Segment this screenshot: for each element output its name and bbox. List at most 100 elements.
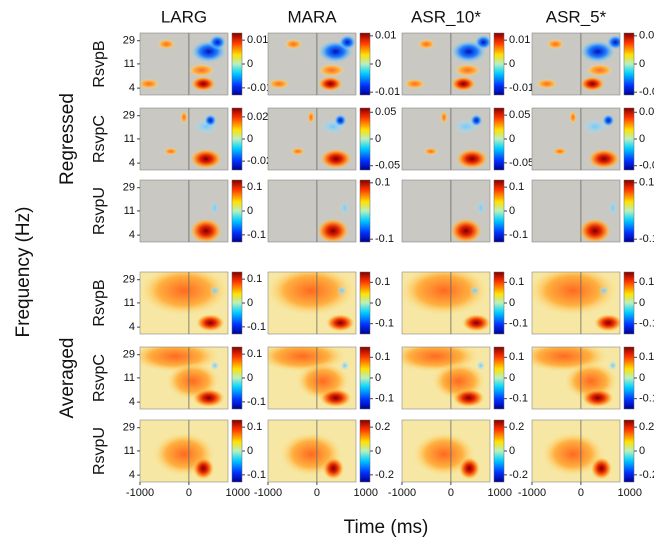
heatmap-blob bbox=[579, 218, 611, 242]
heatmap bbox=[450, 200, 486, 242]
colorbar-tick-label: -0.1 bbox=[375, 318, 394, 330]
colorbar-tick-label: 0.1 bbox=[509, 181, 524, 193]
colorbar bbox=[623, 107, 635, 171]
heatmap bbox=[280, 432, 344, 480]
column-title: MARA bbox=[287, 7, 337, 26]
colorbar-tick-label: 0 bbox=[247, 445, 253, 457]
heatmap-blob bbox=[180, 111, 188, 124]
heatmap-blob bbox=[140, 78, 160, 89]
heatmap-blob bbox=[204, 114, 217, 127]
panel-frame bbox=[401, 32, 491, 96]
colorbar-tick-label: 0.05 bbox=[509, 109, 530, 121]
heatmap bbox=[140, 272, 228, 332]
heatmap-blob bbox=[196, 314, 225, 332]
colorbar-tick-label: -0.1 bbox=[247, 321, 266, 333]
colorbar-tick-label: 0 bbox=[247, 58, 253, 70]
panel-frame bbox=[531, 346, 621, 410]
colorbar-tick-label: -0.01 bbox=[509, 82, 534, 94]
heatmap-blob bbox=[456, 148, 488, 169]
colorbar-tick-label: 0.1 bbox=[247, 273, 262, 285]
heatmap-blob bbox=[598, 285, 610, 296]
y-tick-label: 11 bbox=[124, 372, 135, 384]
panel-frame bbox=[401, 271, 491, 335]
colorbar bbox=[359, 107, 371, 171]
panel-frame bbox=[531, 107, 621, 171]
colorbar-tick-label: -0.05 bbox=[639, 160, 654, 172]
colorbar bbox=[623, 179, 635, 243]
colorbar-tick-label: -0.01 bbox=[247, 82, 272, 94]
column-title: LARG bbox=[161, 7, 207, 26]
heatmap-blob bbox=[317, 218, 349, 242]
colorbar-tick-label: 0 bbox=[509, 133, 515, 145]
panel-frame bbox=[267, 179, 357, 243]
colorbar-tick-label: 0.1 bbox=[639, 351, 654, 363]
colorbar bbox=[359, 179, 371, 243]
heatmap-blob bbox=[590, 457, 612, 480]
heatmap-blob bbox=[470, 114, 483, 127]
colorbar-tick-label: 0.1 bbox=[247, 181, 262, 193]
colorbar-tick-label: 0 bbox=[509, 297, 515, 309]
colorbar-tick-label: 0 bbox=[639, 133, 645, 145]
heatmap bbox=[190, 200, 222, 242]
row-label: RsvpU bbox=[91, 187, 108, 235]
y-tick-label: 29 bbox=[123, 274, 135, 286]
heatmap bbox=[532, 347, 618, 408]
colorbar-tick-label: 0 bbox=[247, 205, 253, 217]
heatmap-blob bbox=[606, 34, 620, 50]
colorbar bbox=[231, 179, 243, 243]
colorbar-tick-label: 0.1 bbox=[509, 351, 524, 363]
heatmap-blob bbox=[569, 111, 577, 124]
x-tick-label: -1000 bbox=[388, 487, 416, 499]
heatmap-blob bbox=[191, 76, 216, 92]
colorbar-tick-label: -0.1 bbox=[639, 393, 654, 405]
heatmap-blob bbox=[608, 360, 618, 371]
colorbar-tick-label: 0.1 bbox=[375, 177, 390, 189]
colorbar-tick-label: 0 bbox=[509, 445, 515, 457]
y-tick-label: 4 bbox=[129, 469, 135, 481]
y-tick-label: 4 bbox=[129, 396, 135, 408]
colorbar bbox=[493, 179, 505, 243]
heatmap bbox=[404, 34, 490, 92]
heatmap bbox=[140, 347, 225, 408]
heatmap bbox=[423, 111, 488, 169]
colorbar-tick-label: 0.05 bbox=[639, 106, 654, 118]
y-tick-label: 11 bbox=[124, 445, 135, 457]
colorbar-tick-label: -0.2 bbox=[509, 469, 528, 481]
group-label: Regressed bbox=[57, 93, 78, 185]
heatmap-blob bbox=[581, 388, 614, 408]
colorbar bbox=[623, 419, 635, 483]
colorbar-tick-label: -0.1 bbox=[375, 233, 394, 245]
colorbar-tick-label: 0.05 bbox=[375, 106, 396, 118]
x-tick-label: -1000 bbox=[254, 487, 282, 499]
colorbar-tick-label: 0.01 bbox=[247, 34, 268, 46]
heatmap-blob bbox=[608, 200, 618, 216]
x-tick-label: -1000 bbox=[126, 487, 154, 499]
y-tick-label: 11 bbox=[124, 297, 135, 309]
y-tick-label: 4 bbox=[129, 229, 135, 241]
colorbar-tick-label: 0 bbox=[639, 445, 645, 457]
heatmap-blob bbox=[451, 76, 476, 92]
colorbar bbox=[493, 32, 505, 96]
colorbar-tick-label: 0.1 bbox=[247, 421, 262, 433]
colorbar-tick-label: -0.2 bbox=[639, 469, 654, 481]
colorbar-tick-label: 0 bbox=[509, 372, 515, 384]
panel-frame bbox=[401, 179, 491, 243]
colorbar bbox=[359, 419, 371, 483]
colorbar bbox=[493, 346, 505, 410]
heatmap-blob bbox=[340, 200, 350, 216]
colorbar-tick-label: 0.01 bbox=[639, 30, 654, 42]
heatmap-blob bbox=[157, 39, 176, 50]
row-label: RsvpC bbox=[91, 115, 108, 163]
group-label: Averaged bbox=[57, 338, 78, 419]
colorbar-tick-label: 0.1 bbox=[375, 276, 390, 288]
heatmap-blob bbox=[336, 285, 348, 296]
x-tick-label: 0 bbox=[186, 487, 192, 499]
heatmap-blob bbox=[423, 147, 438, 156]
heatmap-blob bbox=[469, 285, 481, 296]
heatmap-blob bbox=[190, 148, 222, 169]
heatmap-blob bbox=[140, 272, 228, 316]
x-tick-label: 1000 bbox=[618, 487, 642, 499]
panel-frame bbox=[531, 32, 621, 96]
heatmap-blob bbox=[602, 114, 615, 127]
x-tick-label: 1000 bbox=[226, 487, 250, 499]
